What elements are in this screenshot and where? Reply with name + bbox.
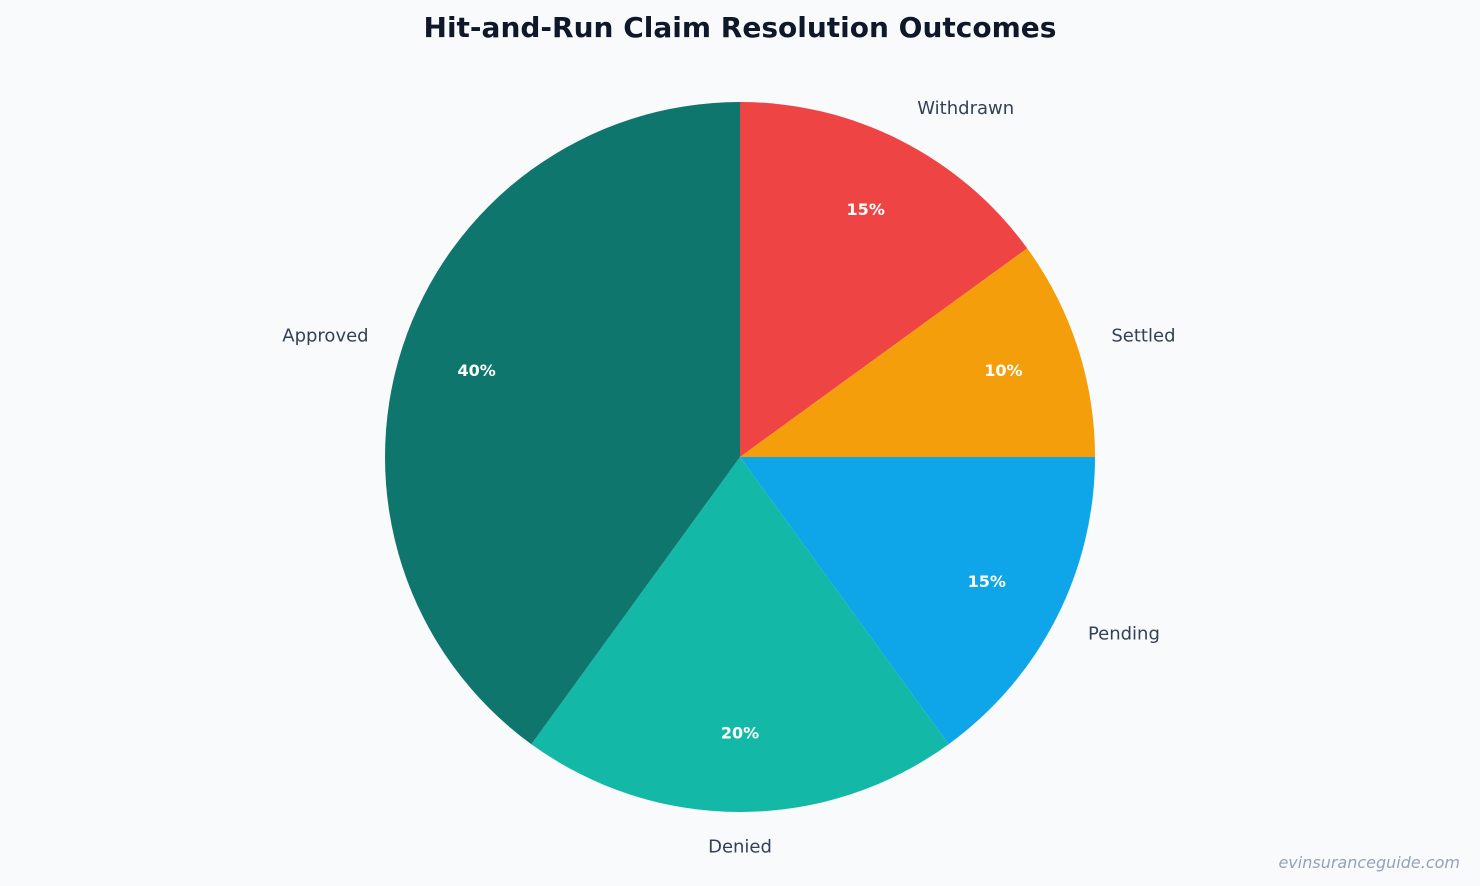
slice-percent-approved: 40%: [458, 361, 496, 380]
watermark: evinsuranceguide.com: [1278, 853, 1460, 872]
slice-label-settled: Settled: [1111, 325, 1175, 346]
slice-percent-pending: 15%: [968, 572, 1006, 591]
slice-percent-denied: 20%: [721, 723, 759, 742]
slice-label-denied: Denied: [708, 837, 772, 858]
pie-slices: [385, 102, 1095, 813]
slice-label-approved: Approved: [282, 325, 368, 346]
pie-slice-approved: [385, 102, 740, 745]
slice-label-withdrawn: Withdrawn: [917, 98, 1014, 119]
pie-labels: Withdrawn 15% Settled 10% Pending 15% Denied 20…: [282, 98, 1175, 857]
pie-slice-denied: [531, 457, 949, 813]
slice-percent-withdrawn: 15%: [847, 200, 885, 219]
pie-slice-settled: [740, 248, 1095, 457]
pie-slice-withdrawn: [740, 102, 1028, 457]
pie-slice-pending: [740, 457, 1095, 745]
slice-label-pending: Pending: [1088, 623, 1160, 644]
slice-percent-settled: 10%: [984, 361, 1022, 380]
chart-title: Hit-and-Run Claim Resolution Outcomes: [424, 11, 1057, 44]
